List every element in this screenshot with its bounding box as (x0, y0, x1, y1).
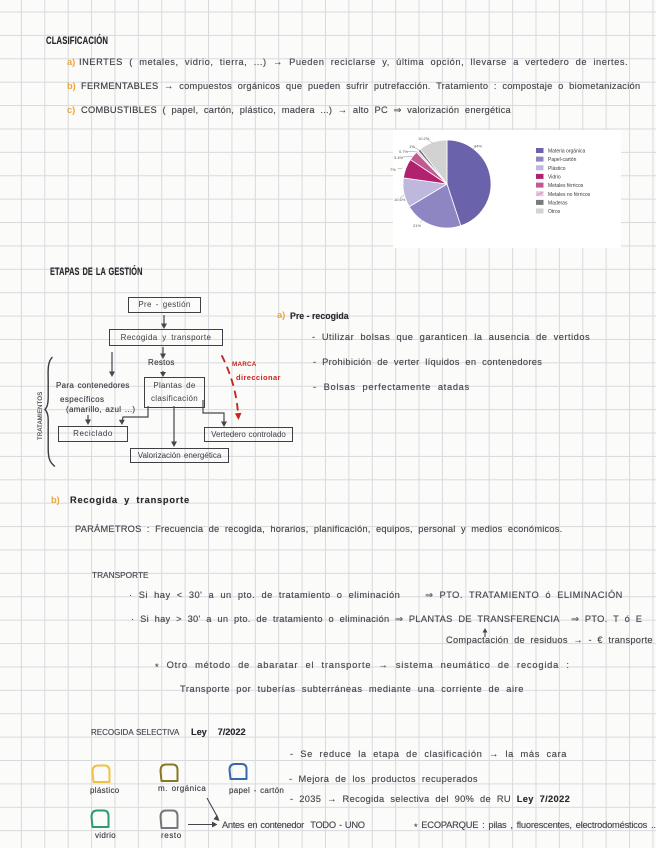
svg-text:Metales férricos: Metales férricos (548, 183, 584, 189)
svg-text:0.7%: 0.7% (399, 149, 409, 154)
svg-text:Otros: Otros (548, 209, 561, 215)
svg-text:3.4%: 3.4% (394, 155, 404, 160)
svg-text:21%: 21% (413, 223, 421, 228)
svg-text:44%: 44% (474, 144, 482, 149)
svg-text:10.6%: 10.6% (394, 197, 406, 202)
svg-text:Metales no férricos: Metales no férricos (548, 192, 591, 198)
svg-text:Maderas: Maderas (548, 201, 568, 207)
svg-text:1%: 1% (409, 144, 415, 149)
svg-text:10.2%: 10.2% (418, 136, 430, 141)
svg-text:Vidrio: Vidrio (548, 175, 561, 181)
svg-text:7%: 7% (390, 167, 396, 172)
svg-text:Materia orgánica: Materia orgánica (548, 149, 585, 155)
svg-text:Papel-cartón: Papel-cartón (548, 157, 577, 163)
svg-text:Plástico: Plástico (548, 166, 566, 172)
